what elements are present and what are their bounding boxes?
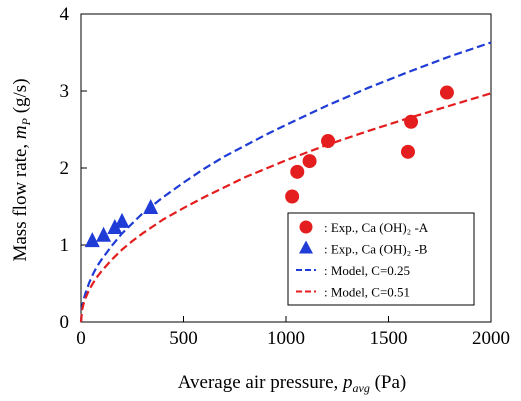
- legend-circle-swatch: [299, 220, 313, 234]
- data-point-triangle: [96, 226, 112, 242]
- plot-area: 0 500 1000 1500 2000 0 1 2 3 4 Average air pressur…: [10, 4, 510, 395]
- data-point-circle: [290, 164, 305, 179]
- x-axis-title-var: p: [341, 372, 353, 393]
- y-tick-label: 3: [60, 81, 70, 102]
- legend-label: : Model, C=0.51: [324, 285, 410, 300]
- data-point-triangle: [114, 212, 130, 228]
- legend-label: : Exp., Ca (OH)₂ -A: [324, 220, 429, 235]
- x-axis-title-unit: (Pa): [370, 372, 406, 393]
- x-tick-label: 500: [169, 328, 198, 349]
- x-tick-label: 0: [76, 328, 86, 349]
- x-tick-label: 1500: [370, 328, 408, 349]
- series-line-2: [79, 41, 492, 323]
- x-tick-label: 2000: [472, 328, 510, 349]
- data-point-circle: [439, 85, 454, 100]
- legend: : Exp., Ca (OH)₂ -A : Exp., Ca (OH)₂ -B : …: [287, 212, 475, 306]
- y-axis-title-unit: (g/s): [10, 78, 31, 118]
- y-axis-title-var: m: [10, 125, 31, 139]
- y-tick-label: 0: [60, 312, 70, 333]
- x-axis-title-sub: avg: [353, 381, 370, 395]
- data-point-triangle: [84, 232, 100, 248]
- legend-label: : Exp., Ca (OH)₂ -B: [324, 242, 428, 257]
- x-axis-title-main: Average air pressure,: [178, 372, 343, 393]
- x-axis-title: Average air pressure, pavg (Pa): [178, 372, 407, 395]
- x-tick-label: 1000: [267, 328, 305, 349]
- series-line-3: [79, 92, 492, 323]
- legend-label: : Model, C=0.25: [324, 263, 410, 278]
- y-axis-title: Mass flow rate, mP (g/s): [10, 78, 33, 261]
- y-tick-label: 2: [60, 158, 70, 179]
- data-point-circle: [302, 154, 317, 169]
- legend-box: [287, 212, 475, 306]
- y-axis-title-main: Mass flow rate,: [10, 139, 31, 261]
- y-tick-label: 4: [60, 4, 70, 25]
- y-tick-label: 1: [60, 235, 70, 256]
- data-point-triangle: [107, 219, 123, 235]
- data-point-circle: [321, 134, 336, 149]
- data-point-circle: [285, 189, 300, 204]
- data-point-circle: [400, 144, 415, 159]
- legend-triangle-swatch: [299, 240, 313, 254]
- y-axis-title-sub: P: [19, 117, 33, 126]
